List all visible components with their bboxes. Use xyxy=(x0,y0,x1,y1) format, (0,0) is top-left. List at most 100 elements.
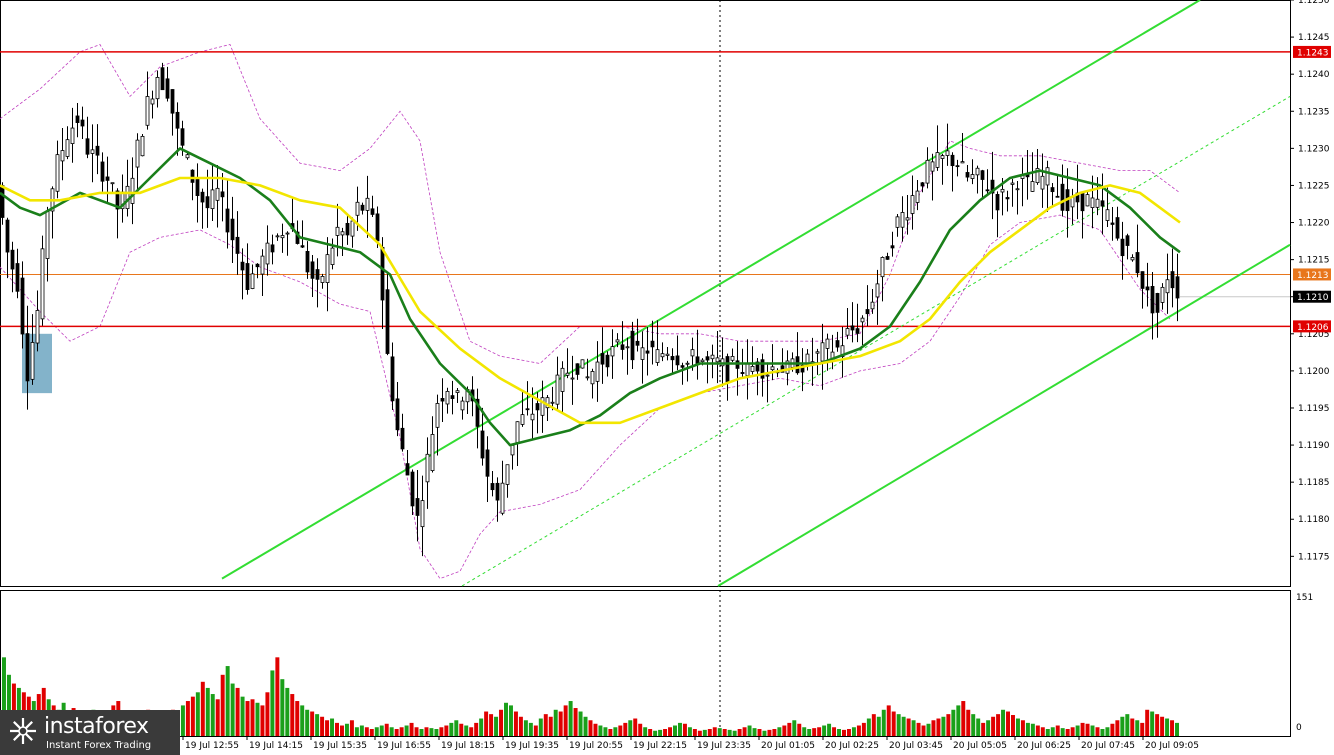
volume-bar xyxy=(325,720,330,736)
volume-bar xyxy=(459,723,464,736)
candle-body xyxy=(985,189,990,192)
candle-body xyxy=(110,182,115,185)
volume-bar xyxy=(1085,723,1090,736)
candle-body xyxy=(150,98,155,105)
candle-body xyxy=(1165,279,1170,294)
instaforex-logo: instaforex Instant Forex Trading xyxy=(0,710,180,755)
volume-bar xyxy=(1155,714,1160,736)
brand-name: instaforex xyxy=(44,714,149,739)
candle-body xyxy=(180,128,185,146)
volume-bar xyxy=(891,711,896,736)
candle-body xyxy=(505,464,510,485)
candle-body xyxy=(565,372,570,376)
candle-body xyxy=(540,397,545,416)
volume-bar xyxy=(866,718,871,736)
candle-body xyxy=(30,342,35,380)
level-price-tag: 1.1206 xyxy=(1293,320,1331,333)
volume-bar xyxy=(424,727,429,736)
candle-body xyxy=(610,346,615,357)
candle-body xyxy=(1085,194,1090,207)
candle-body xyxy=(835,340,840,348)
volume-bar xyxy=(573,708,578,736)
candle-body xyxy=(90,149,95,154)
volume-bar xyxy=(538,718,543,736)
candle-body xyxy=(145,96,150,126)
candle-body xyxy=(905,217,910,221)
candle-body xyxy=(10,249,15,270)
volume-bar xyxy=(215,699,220,736)
candle-body xyxy=(630,330,635,361)
volume-max-label: 151 xyxy=(1296,593,1313,603)
candle-body xyxy=(1120,238,1125,257)
volume-bar xyxy=(1135,720,1140,736)
candle-body xyxy=(535,403,540,411)
volume-bar xyxy=(409,722,414,736)
candle-body xyxy=(660,353,665,358)
candle-body xyxy=(330,247,335,266)
level-price-tag-label: 1.1213 xyxy=(1297,271,1329,281)
volume-bar xyxy=(956,705,961,736)
volume-bar xyxy=(633,718,638,736)
candle-body xyxy=(880,257,885,278)
volume-bar xyxy=(1165,718,1170,736)
candle-body xyxy=(885,256,890,260)
candle-body xyxy=(240,261,245,271)
candle-body xyxy=(825,338,830,349)
candle-body xyxy=(940,155,945,159)
time-tick-label: 19 Jul 18:15 xyxy=(441,741,495,751)
candle-body xyxy=(115,190,120,210)
price-frame xyxy=(0,0,1291,587)
candle-body xyxy=(1135,252,1140,274)
volume-bar xyxy=(787,722,792,736)
candle-body xyxy=(215,187,220,201)
volume-bar xyxy=(837,729,842,736)
volume-bar xyxy=(742,727,747,736)
candle-body xyxy=(300,245,305,248)
candle-body xyxy=(850,325,855,331)
candle-body xyxy=(1050,187,1055,193)
moving-average-fast-line xyxy=(0,147,1181,447)
volume-bar xyxy=(1170,720,1175,736)
price-tick-label: 1.1230 xyxy=(1298,144,1330,154)
volume-bar xyxy=(320,716,325,736)
volume-bar xyxy=(1100,729,1105,736)
volume-bar xyxy=(528,722,533,736)
candle-body xyxy=(800,364,805,373)
volume-bar xyxy=(1045,729,1050,736)
candle-body xyxy=(260,255,265,275)
volume-bar xyxy=(195,692,200,736)
candle-body xyxy=(275,235,280,238)
candle-body xyxy=(635,340,640,346)
candle-body xyxy=(200,191,205,203)
candle-body xyxy=(155,76,160,100)
candle-body xyxy=(410,471,415,507)
volume-bar xyxy=(449,722,454,736)
volume-bar xyxy=(295,701,300,736)
candle-body xyxy=(650,340,655,348)
candle-body xyxy=(1040,175,1045,190)
candle-body xyxy=(900,212,905,228)
candle-body xyxy=(980,170,985,180)
candle-body xyxy=(1055,195,1060,198)
volume-bar xyxy=(484,711,489,736)
time-tick-label: 19 Jul 19:35 xyxy=(505,741,559,751)
volume-bar xyxy=(673,725,677,736)
candle-body xyxy=(40,248,45,320)
candle-body xyxy=(710,354,715,360)
current-price-tag-bg xyxy=(1293,290,1331,303)
volume-bar xyxy=(1105,727,1110,736)
candle-body xyxy=(340,231,345,236)
candle-body xyxy=(840,345,845,358)
candle-body xyxy=(1005,197,1010,200)
candle-body xyxy=(280,235,285,239)
volume-bar xyxy=(290,694,295,736)
volume-bar xyxy=(518,716,523,736)
volume-bar xyxy=(1175,722,1179,736)
volume-bar xyxy=(225,666,230,736)
candle-body xyxy=(1140,271,1145,289)
volume-bar xyxy=(474,722,479,736)
volume-bar xyxy=(851,727,856,736)
volume-bar xyxy=(479,718,484,736)
price-tick-label: 1.1180 xyxy=(1298,515,1330,525)
candle-body xyxy=(500,482,505,514)
